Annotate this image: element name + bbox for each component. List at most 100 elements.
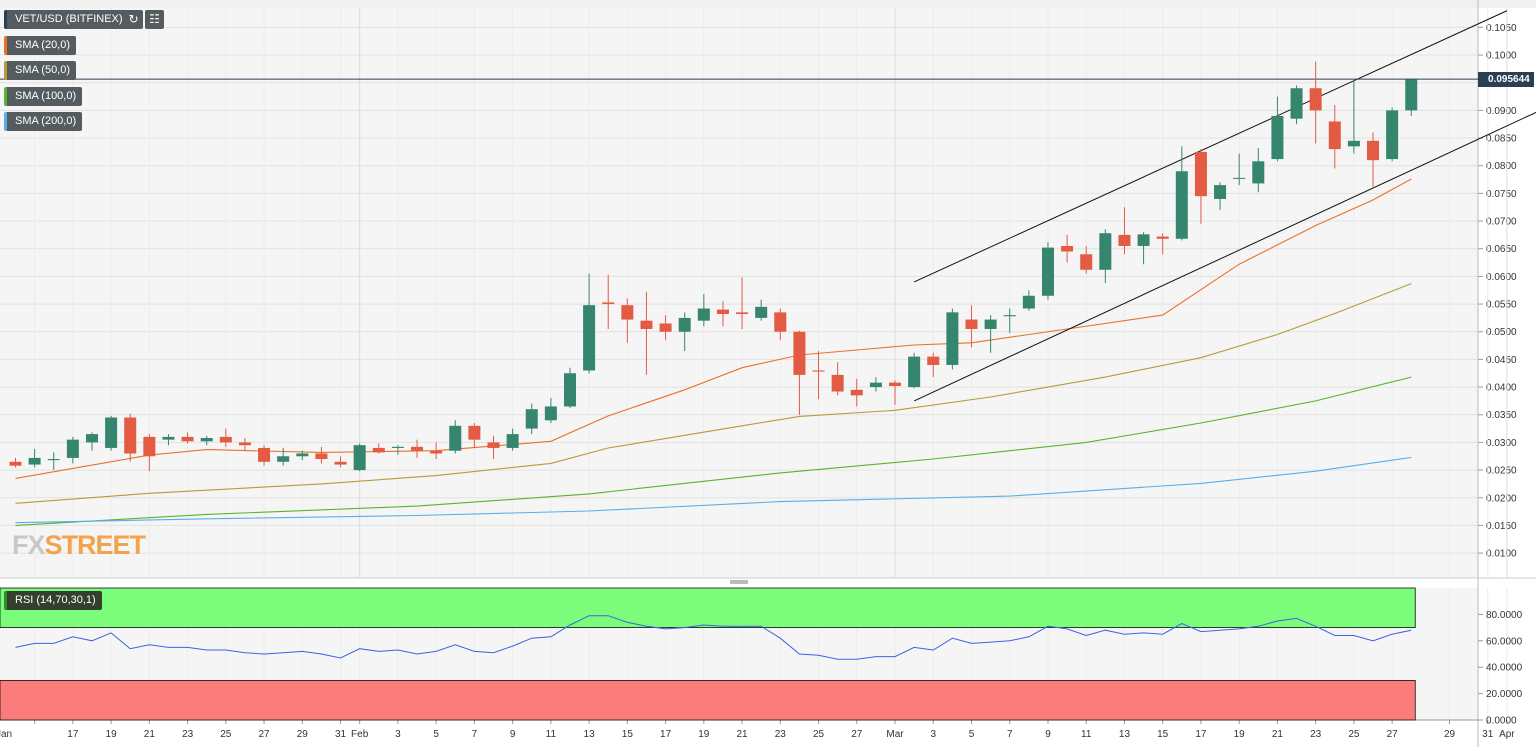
rsi-y-axis: 0.0000 20.0000 40.0000 60.0000 80.0000 — [1478, 610, 1523, 727]
candle-body — [1194, 151, 1207, 197]
candle — [430, 442, 443, 460]
refresh-icon[interactable]: ↻ — [124, 10, 143, 29]
x-tick-label: 21 — [736, 729, 748, 740]
legend-sma-50[interactable]: SMA (50,0) — [4, 61, 77, 80]
candle-body — [487, 442, 500, 448]
candle — [258, 445, 271, 466]
x-tick-label: 7 — [1007, 729, 1013, 740]
candle-body — [315, 453, 328, 460]
sma-line-3 — [15, 456, 1412, 524]
candle-body — [1290, 88, 1303, 119]
candle — [1290, 85, 1303, 125]
rsi-tick-label: 80.0000 — [1486, 610, 1523, 621]
candle — [143, 434, 156, 472]
x-tick-label: 7 — [472, 729, 478, 740]
candle — [965, 305, 978, 348]
candle-body — [430, 450, 443, 454]
candle-body — [812, 370, 825, 372]
candle — [85, 432, 98, 451]
candle-body — [908, 356, 921, 388]
candle-body — [889, 382, 902, 386]
price-tick-label: 0.0800 — [1486, 161, 1517, 172]
price-tick-label: 0.0650 — [1486, 244, 1517, 255]
candle — [889, 380, 902, 405]
candle-body — [659, 323, 672, 332]
candle — [1271, 96, 1284, 162]
price-tick-label: 0.0550 — [1486, 300, 1517, 311]
candle-body — [162, 436, 175, 440]
candle-body — [525, 409, 538, 429]
candle-body — [143, 436, 156, 457]
candle — [1156, 233, 1169, 255]
channel-trendlines — [913, 10, 1536, 402]
x-tick-label: 23 — [182, 729, 194, 740]
candle-body — [1118, 234, 1131, 246]
candle-body — [602, 302, 615, 305]
x-tick-label: 15 — [1157, 729, 1169, 740]
x-tick-label: 29 — [297, 729, 309, 740]
candle — [277, 447, 290, 466]
candle — [1386, 107, 1399, 162]
candle-body — [678, 317, 691, 332]
candle — [372, 443, 385, 454]
x-tick-label: 27 — [258, 729, 270, 740]
fxstreet-logo: FXSTREET — [12, 530, 146, 560]
candle-body — [1328, 121, 1341, 150]
symbol-label[interactable]: VET/USD (BITFINEX) — [4, 10, 129, 29]
candle-body — [697, 308, 710, 321]
candle — [487, 435, 500, 460]
candle — [1347, 79, 1360, 154]
trendline-0 — [913, 10, 1508, 283]
candle-body — [831, 374, 844, 392]
candle-body — [258, 447, 271, 462]
price-tick-label: 0.0250 — [1486, 466, 1517, 477]
candle — [1118, 207, 1131, 255]
candle-body — [449, 425, 462, 451]
x-tick-label: 19 — [106, 729, 118, 740]
candle-body — [1099, 233, 1112, 270]
rsi-tick-label: 40.0000 — [1486, 663, 1523, 674]
candle — [1061, 234, 1074, 263]
chart-settings-icon[interactable]: ☷ — [145, 10, 164, 29]
candle — [831, 362, 844, 396]
legend-sma-20[interactable]: SMA (20,0) — [4, 36, 77, 55]
candle-body — [47, 459, 60, 461]
candle — [984, 315, 997, 353]
candle — [621, 298, 634, 343]
candle — [1367, 132, 1380, 187]
candle-body — [1347, 140, 1360, 147]
x-tick-label: 19 — [698, 729, 710, 740]
x-tick-label: 13 — [584, 729, 596, 740]
candle — [1214, 182, 1227, 210]
candle — [908, 352, 921, 389]
rsi-legend[interactable]: RSI (14,70,30,1) — [4, 591, 102, 610]
candle — [124, 413, 137, 462]
x-tick-label: 27 — [1387, 729, 1399, 740]
candle-body — [1271, 115, 1284, 160]
legend-sma-100[interactable]: SMA (100,0) — [4, 87, 83, 106]
candle — [9, 457, 22, 468]
price-tick-label: 0.0300 — [1486, 438, 1517, 449]
candle — [774, 308, 787, 341]
price-tick-label: 0.0600 — [1486, 272, 1517, 283]
candle — [1022, 290, 1035, 311]
candle-body — [1003, 315, 1016, 317]
candle-body — [1175, 171, 1188, 239]
candle-body — [85, 434, 98, 443]
x-tick-label: 27 — [851, 729, 863, 740]
candle — [1137, 232, 1150, 265]
legend-sma-200[interactable]: SMA (200,0) — [4, 112, 83, 131]
candle — [47, 452, 60, 471]
price-tick-label: 0.0500 — [1486, 327, 1517, 338]
candle-body — [583, 305, 596, 371]
candle — [66, 436, 79, 464]
x-tick-label: 13 — [1119, 729, 1131, 740]
candle-body — [1022, 295, 1035, 309]
candle — [28, 449, 41, 468]
x-tick-label: 3 — [395, 729, 401, 740]
panel-resize-handle — [730, 580, 748, 584]
candle — [850, 378, 863, 407]
candle-body — [238, 442, 251, 446]
candle-body — [506, 434, 519, 448]
